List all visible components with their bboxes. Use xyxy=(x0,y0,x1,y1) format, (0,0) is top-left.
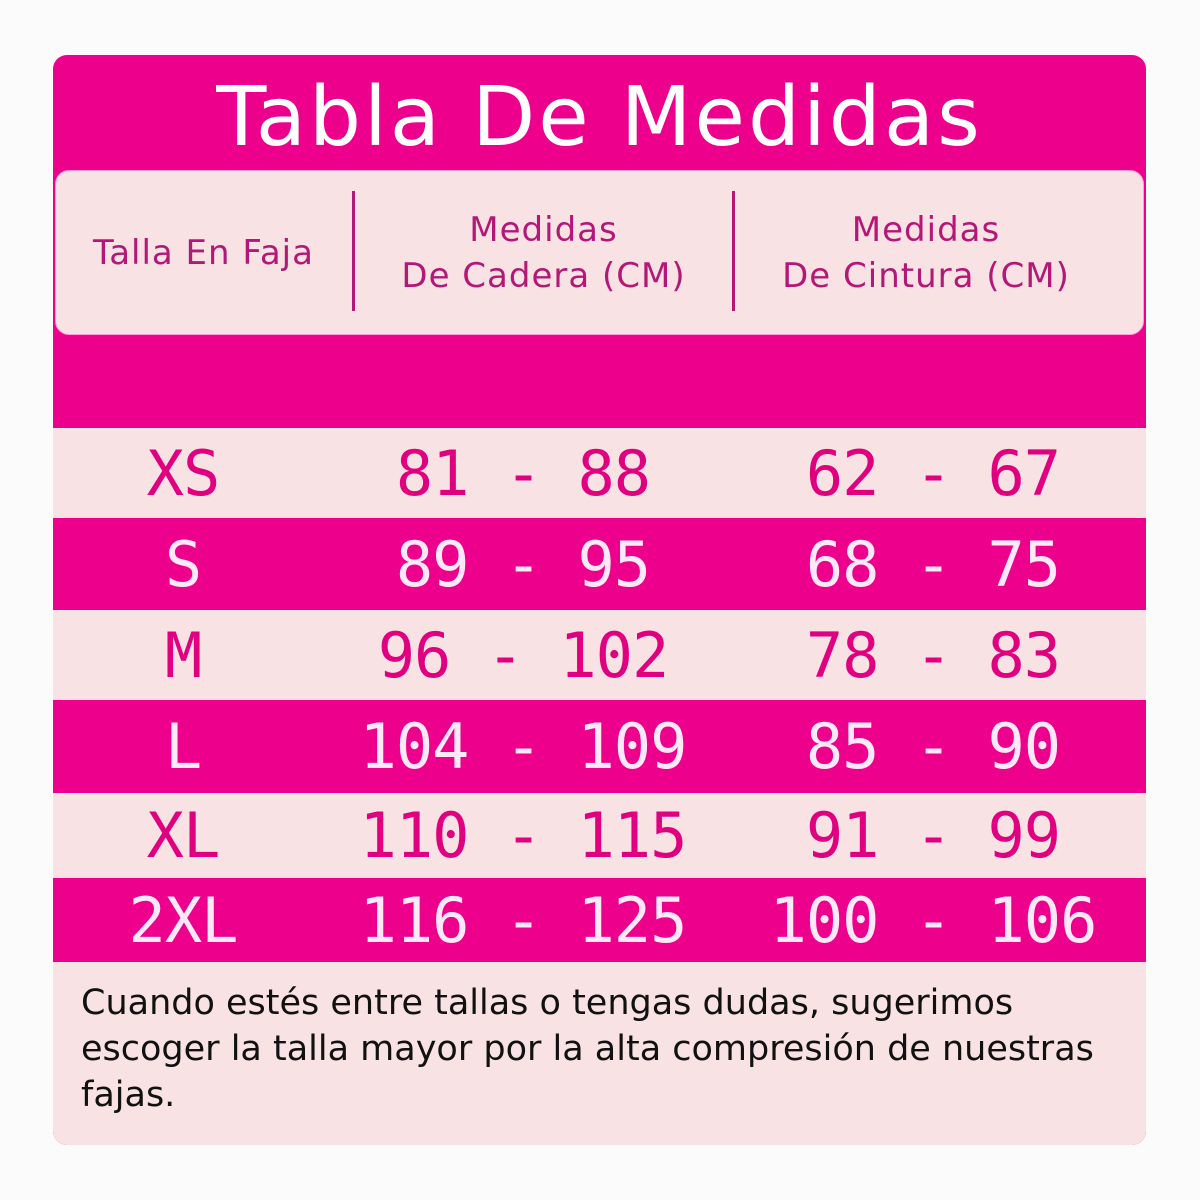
header-hip-line2: De Cadera (CM) xyxy=(401,255,686,296)
column-divider xyxy=(732,191,735,311)
header-size: Talla En Faja xyxy=(56,171,351,334)
size-cell: 2XL xyxy=(128,883,239,957)
waist-cell: 100 - 106 xyxy=(769,883,1098,957)
size-cell: XL xyxy=(146,799,221,872)
table-header: Talla En Faja Medidas De Cadera (CM) Med… xyxy=(55,170,1144,335)
chart-title: Tabla De Medidas xyxy=(216,70,983,165)
size-chart: Tabla De Medidas Talla En Faja Medidas D… xyxy=(53,55,1146,1145)
header-hip-line1: Medidas xyxy=(469,209,618,250)
hip-cell: 116 - 125 xyxy=(359,883,688,957)
table-row: M 96 - 102 78 - 83 xyxy=(53,610,1146,700)
sizing-note: Cuando estés entre tallas o tengas dudas… xyxy=(81,983,1094,1115)
size-cell: L xyxy=(164,710,202,783)
table-row: L 104 - 109 85 - 90 xyxy=(53,700,1146,793)
waist-cell: 78 - 83 xyxy=(805,618,1061,692)
waist-cell: 62 - 67 xyxy=(805,436,1061,510)
table-row: 2XL 116 - 125 100 - 106 xyxy=(53,878,1146,962)
header-size-label: Talla En Faja xyxy=(93,232,314,273)
waist-cell: 85 - 90 xyxy=(805,710,1061,783)
hip-cell: 89 - 95 xyxy=(395,527,651,601)
column-divider xyxy=(352,191,355,311)
size-cell: S xyxy=(164,527,202,601)
header-waist-line1: Medidas xyxy=(851,209,1001,250)
header-waist: Medidas De Cintura (CM) xyxy=(736,171,1116,334)
size-cell: XS xyxy=(146,436,221,510)
hip-cell: 110 - 115 xyxy=(359,799,688,872)
waist-cell: 68 - 75 xyxy=(805,527,1061,601)
table-row: XS 81 - 88 62 - 67 xyxy=(53,428,1146,518)
table-row: S 89 - 95 68 - 75 xyxy=(53,518,1146,610)
table-row: XL 110 - 115 91 - 99 xyxy=(53,793,1146,878)
waist-cell: 91 - 99 xyxy=(805,799,1061,872)
hip-cell: 81 - 88 xyxy=(395,436,651,510)
header-waist-line2: De Cintura (CM) xyxy=(782,255,1070,296)
header-hip: Medidas De Cadera (CM) xyxy=(356,171,731,334)
footer-note-area: Cuando estés entre tallas o tengas dudas… xyxy=(53,962,1146,1145)
hip-cell: 96 - 102 xyxy=(377,618,670,692)
hip-cell: 104 - 109 xyxy=(359,710,688,783)
size-cell: M xyxy=(164,618,202,692)
